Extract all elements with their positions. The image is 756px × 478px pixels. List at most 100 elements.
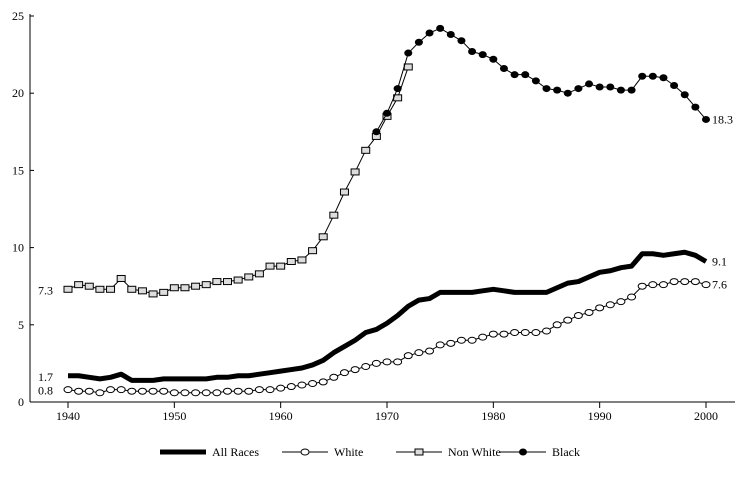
data-point-white <box>339 369 349 377</box>
data-point-white <box>648 281 658 289</box>
data-point-black <box>510 71 519 79</box>
data-point-black <box>680 91 689 99</box>
data-point-white <box>414 349 424 357</box>
x-tick-label: 1940 <box>56 409 80 423</box>
data-point-white <box>329 373 339 381</box>
x-tick-label: 1990 <box>588 409 612 423</box>
data-point-white <box>223 387 232 395</box>
data-point-non-white <box>276 262 286 270</box>
data-point-non-white <box>95 285 105 293</box>
data-point-white <box>435 341 445 349</box>
data-point-black <box>553 86 562 94</box>
data-point-white <box>680 278 690 286</box>
data-point-black <box>393 85 402 93</box>
data-point-white <box>456 336 466 344</box>
data-point-non-white <box>308 247 318 255</box>
data-point-white <box>542 327 551 335</box>
data-point-white <box>605 301 615 309</box>
data-point-white <box>467 336 477 344</box>
data-point-non-white <box>127 285 137 293</box>
data-point-white <box>106 386 116 394</box>
data-point-black <box>638 72 647 80</box>
data-point-non-white <box>223 278 232 286</box>
data-point-white <box>286 383 296 391</box>
data-point-white <box>531 329 541 337</box>
data-point-white <box>137 387 147 395</box>
y-tick-label: 0 <box>18 395 24 409</box>
legend-marker-non-white <box>414 448 424 456</box>
data-point-black <box>436 24 445 32</box>
data-point-non-white <box>106 285 116 293</box>
data-point-white <box>573 312 583 320</box>
data-point-white <box>669 278 679 286</box>
data-point-black <box>648 72 657 80</box>
y-tick-label: 20 <box>12 86 24 100</box>
data-point-white <box>595 304 605 312</box>
start-label-all-races: 1.7 <box>38 370 53 384</box>
x-tick-label: 1970 <box>375 409 399 423</box>
data-point-black <box>383 109 391 117</box>
data-point-white <box>191 389 201 397</box>
data-point-black <box>478 51 487 59</box>
data-point-black <box>542 85 551 93</box>
y-tick-label: 15 <box>12 163 24 177</box>
start-label-white: 0.8 <box>38 384 53 398</box>
end-label-all-races: 9.1 <box>712 254 727 268</box>
data-point-white <box>74 387 84 395</box>
data-point-black <box>521 71 530 79</box>
data-point-non-white <box>63 285 73 293</box>
data-point-non-white <box>339 188 349 196</box>
data-point-white <box>371 359 381 367</box>
data-point-white <box>520 329 530 337</box>
series-line-all-races <box>68 249 708 383</box>
data-point-white <box>690 278 700 286</box>
data-point-white <box>403 352 413 360</box>
data-point-white <box>265 386 275 394</box>
data-point-black <box>616 86 625 94</box>
data-point-white <box>499 330 509 338</box>
data-point-non-white <box>74 281 84 289</box>
data-point-white <box>446 339 456 347</box>
x-tick-label: 1980 <box>481 409 505 423</box>
data-point-white <box>627 293 637 301</box>
series-line-non-white <box>67 66 409 295</box>
data-point-non-white <box>403 63 413 71</box>
data-point-black <box>489 55 498 63</box>
data-point-white <box>478 333 488 341</box>
data-point-white <box>63 386 73 394</box>
data-point-white <box>382 358 392 366</box>
data-point-non-white <box>265 262 275 270</box>
data-point-non-white <box>329 211 339 219</box>
data-point-non-white <box>116 274 126 282</box>
data-point-white <box>212 389 222 397</box>
data-point-white <box>148 387 158 395</box>
x-tick-label: 1950 <box>162 409 186 423</box>
data-point-white <box>350 366 360 374</box>
x-tick-label: 1960 <box>269 409 293 423</box>
legend-marker-black <box>519 448 527 456</box>
data-point-black <box>627 86 636 94</box>
data-point-non-white <box>148 290 158 298</box>
data-point-white <box>276 384 286 392</box>
y-tick-label: 25 <box>12 9 24 23</box>
data-point-white <box>563 316 573 324</box>
data-point-black <box>372 128 381 136</box>
data-point-white <box>127 387 137 395</box>
data-point-white <box>510 329 520 337</box>
data-point-white <box>616 298 626 306</box>
data-point-non-white <box>169 284 179 292</box>
data-point-white <box>393 358 403 366</box>
data-point-non-white <box>84 282 94 290</box>
data-point-white <box>180 389 190 397</box>
data-point-white <box>159 387 169 395</box>
data-point-black <box>563 89 572 97</box>
data-point-black <box>670 81 679 89</box>
data-point-non-white <box>137 287 147 295</box>
data-point-white <box>425 347 435 355</box>
series-line-white <box>67 281 707 394</box>
y-tick-label: 10 <box>12 241 24 255</box>
data-point-black <box>457 37 466 45</box>
data-point-black <box>499 64 508 72</box>
data-point-white <box>116 386 126 394</box>
